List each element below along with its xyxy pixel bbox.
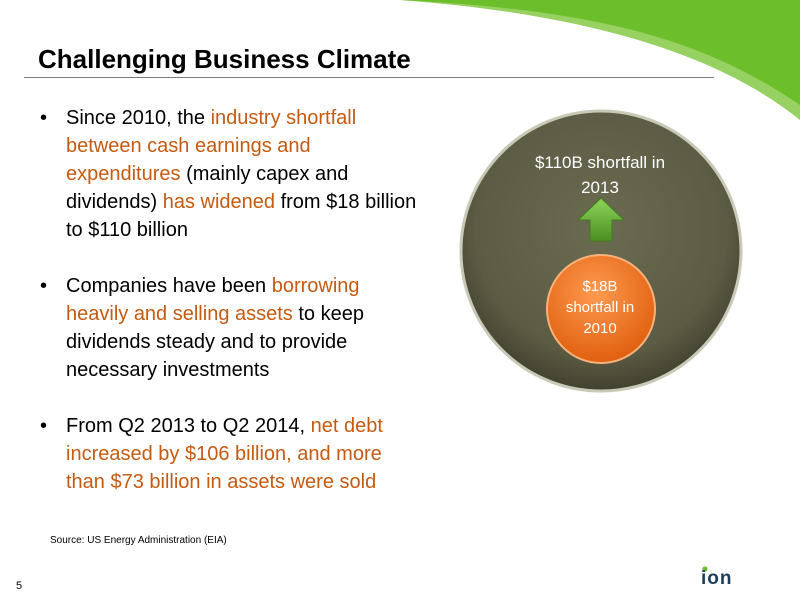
title-underline [24, 77, 714, 78]
bullet-plain-text: from $18 billion to $110 billion [66, 191, 417, 241]
bullet-item: • From Q2 2013 to Q2 2014, net debt incre… [38, 412, 418, 496]
bullet-item: • Since 2010, the industry shortfall betw… [38, 104, 418, 244]
svg-text:ion: ion [701, 568, 733, 586]
bullet-highlight-text: industry shortfall between cash earnings… [66, 107, 357, 185]
bullet-marker: • [40, 275, 48, 297]
bullet-highlight-text: has widened [162, 191, 276, 213]
bullet-marker: • [40, 415, 48, 437]
outer-circle-label: $110B shortfall in 2013 [534, 153, 666, 197]
bullet-text: From Q2 2013 to Q2 2014, net debt increa… [66, 415, 383, 493]
bullet-list: • Since 2010, the industry shortfall betw… [38, 104, 418, 496]
ion-logo: ion [701, 566, 733, 586]
bullet-marker: • [40, 107, 48, 129]
bullet-highlight-text: net debt increased by $106 billion, and … [66, 415, 383, 493]
bullet-plain-text: From Q2 2013 to Q2 2014, [66, 415, 311, 437]
up-arrow-icon [576, 197, 626, 242]
bullet-item: • Companies have been borrowing heavily a… [38, 272, 418, 384]
inner-circle [546, 254, 656, 364]
slide-title: Challenging Business Climate [38, 44, 411, 74]
page-number: 5 [16, 580, 23, 592]
outer-circle [459, 109, 743, 393]
shortfall-diagram [459, 109, 743, 393]
bullet-highlight-text: borrowing heavily and selling assets [66, 275, 360, 325]
bullet-plain-text: Companies have been [66, 275, 272, 297]
inner-circle-label: $18B shortfall in 2010 [565, 278, 635, 337]
source-note: Source: US Energy Administration (EIA) [50, 535, 227, 546]
bullet-text: Since 2010, the industry shortfall betwe… [66, 107, 416, 241]
bullet-plain-text: (mainly capex and dividends) [66, 163, 349, 213]
bullet-plain-text: to keep dividends steady and to provide … [66, 303, 364, 381]
bullet-plain-text: Since 2010, the [66, 107, 211, 129]
bullet-text: Companies have been borrowing heavily an… [66, 275, 364, 381]
